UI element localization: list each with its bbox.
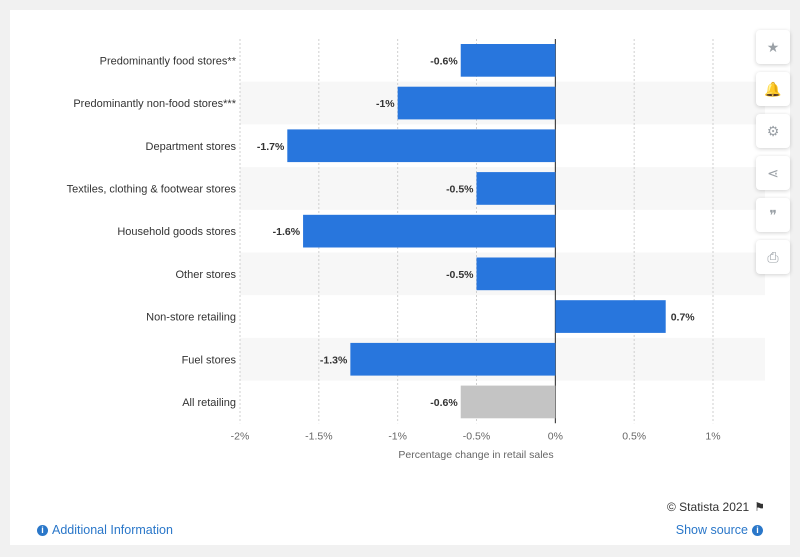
x-tick-label: -1.5%	[305, 430, 332, 442]
category-label: Household goods stores	[117, 226, 236, 238]
notification-button[interactable]: 🔔	[756, 72, 790, 106]
copyright-text: © Statista 2021	[667, 500, 750, 514]
gear-icon: ⚙	[766, 122, 780, 139]
bar[interactable]	[476, 172, 556, 205]
bar[interactable]	[287, 129, 556, 163]
additional-information-label: Additional Information	[52, 523, 173, 537]
data-label: -0.5%	[446, 183, 474, 195]
bar[interactable]	[350, 342, 556, 376]
additional-information-link[interactable]: i Additional Information	[37, 523, 173, 537]
data-label: -0.5%	[446, 269, 474, 281]
star-icon: ★	[766, 38, 780, 55]
copyright: © Statista 2021 ⚑	[667, 500, 765, 514]
bell-icon: 🔔	[764, 80, 782, 97]
bar[interactable]	[303, 214, 556, 248]
bar[interactable]	[476, 257, 556, 291]
x-axis-label: Percentage change in retail sales	[398, 449, 553, 461]
data-label: -0.6%	[430, 55, 458, 67]
action-sidebar: ★ 🔔 ⚙ ⋖ ❞ ⎙	[756, 30, 790, 274]
print-icon: ⎙	[767, 248, 779, 265]
data-label: -1.7%	[257, 141, 285, 153]
quote-icon: ❞	[769, 206, 777, 223]
category-label: All retailing	[182, 397, 236, 409]
category-label: Non-store retailing	[146, 312, 236, 324]
category-label: Fuel stores	[182, 354, 237, 366]
favorite-button[interactable]: ★	[756, 30, 790, 64]
category-label: Textiles, clothing & footwear stores	[67, 183, 237, 195]
print-button[interactable]: ⎙	[756, 240, 790, 274]
category-label: Other stores	[175, 269, 236, 281]
data-label: -1%	[376, 98, 395, 110]
x-tick-label: 0%	[548, 430, 563, 442]
bar[interactable]	[397, 86, 556, 120]
category-label: Department stores	[146, 141, 237, 153]
share-icon: ⋖	[767, 164, 779, 181]
data-label: -1.6%	[273, 226, 301, 238]
bar[interactable]	[460, 385, 556, 419]
x-tick-label: -0.5%	[463, 430, 490, 442]
share-button[interactable]: ⋖	[756, 156, 790, 190]
cite-button[interactable]: ❞	[756, 198, 790, 232]
bar-chart: Predominantly food stores** Predominantly…	[67, 39, 765, 461]
x-tick-label: -2%	[231, 430, 250, 442]
data-label: -0.6%	[430, 397, 458, 409]
settings-button[interactable]: ⚙	[756, 114, 790, 148]
show-source-link[interactable]: Show source i	[676, 523, 763, 537]
info-icon: i	[752, 524, 763, 536]
x-tick-label: 1%	[705, 430, 720, 442]
data-label: -1.3%	[320, 354, 348, 366]
x-tick-label: 0.5%	[622, 430, 646, 442]
bar[interactable]	[460, 44, 556, 77]
category-label: Predominantly food stores**	[100, 55, 237, 67]
chart-card: Predominantly food stores** Predominantly…	[10, 10, 790, 545]
category-label: Predominantly non-food stores***	[73, 98, 236, 110]
flag-icon[interactable]: ⚑	[754, 500, 765, 514]
x-tick-label: -1%	[388, 430, 407, 442]
info-icon: i	[37, 524, 48, 536]
show-source-label: Show source	[675, 523, 748, 537]
data-label: 0.7%	[671, 312, 696, 324]
bar[interactable]	[555, 300, 666, 333]
